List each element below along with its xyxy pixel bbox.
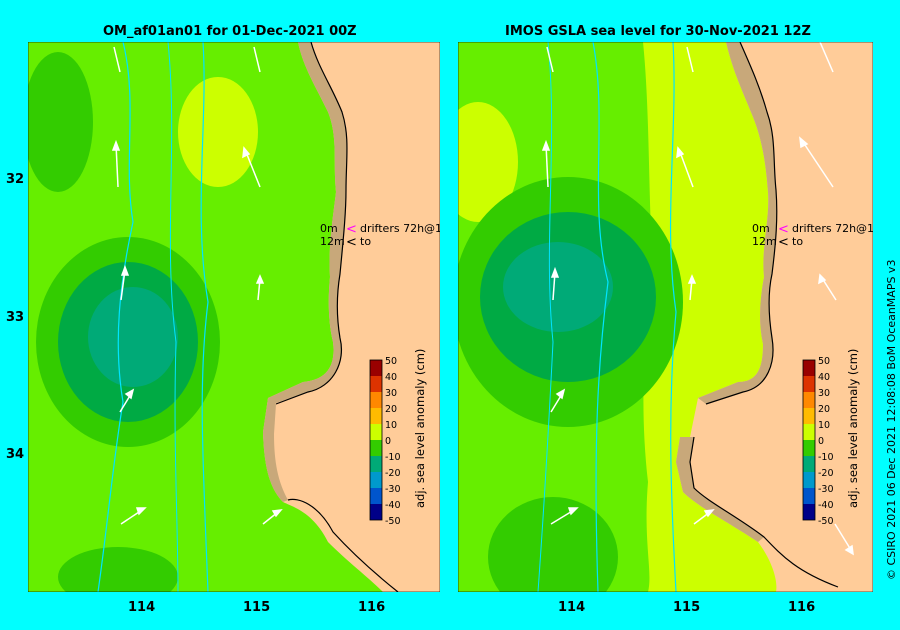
panel-title-right: IMOS GSLA sea level for 30-Nov-2021 12Z [505,24,811,39]
svg-text:-50: -50 [385,516,401,527]
coastline [275,42,399,592]
lon-tick-114-right: 114 [558,600,586,615]
lat-tick-34: 34 [6,447,25,462]
svg-text:<: < [778,235,789,250]
colorbar-left: 50 40 30 20 10 0 -10 -20 -30 -40 -50 adj… [369,349,427,527]
drifter-legend: 0m < drifters 72h@12h 12m < to [752,222,873,250]
colorbar-right: 50 40 30 20 10 0 -10 -20 -30 -40 -50 adj… [802,349,860,527]
copyright-text: © CSIRO 2021 06 Dec 2021 12:08:08 BoM Oc… [885,259,898,580]
lon-tick-115-right: 115 [673,600,701,615]
lon-tick-114-left: 114 [128,600,156,615]
legend-0m-text: drifters 72h@12h [360,222,440,235]
svg-text:10: 10 [385,420,397,431]
svg-text:50: 50 [385,356,397,367]
cold-eddy-core [88,287,178,387]
svg-text:-40: -40 [818,500,834,511]
svg-text:<: < [346,222,357,237]
shelf-strip [698,42,777,404]
coastline [689,42,839,588]
legend-12m: 12m [752,235,777,248]
map-left: 0m < drifters 72h@12h 12m < to 50 40 30 … [28,42,440,592]
svg-text:<: < [346,235,357,250]
svg-text:-10: -10 [385,452,401,463]
contour-line [592,42,609,592]
sla-high-region [178,77,258,187]
svg-text:30: 30 [385,388,397,399]
colorbar-label: adj. sea level anomaly (cm) [413,349,427,508]
legend-0m: 0m [752,222,770,235]
legend-0m: 0m [320,222,338,235]
legend-12m: 12m [320,235,345,248]
svg-text:<: < [778,222,789,237]
lat-tick-33: 33 [6,310,25,325]
svg-text:-20: -20 [385,468,401,479]
svg-text:-50: -50 [818,516,834,527]
lon-tick-115-left: 115 [243,600,271,615]
legend-12m-text: to [360,235,371,248]
svg-text:-10: -10 [818,452,834,463]
svg-text:0: 0 [385,436,391,447]
svg-text:20: 20 [818,404,830,415]
cold-eddy-core [503,242,613,332]
panel-title-left: OM_af01an01 for 01-Dec-2021 00Z [103,24,357,39]
svg-text:0: 0 [818,436,824,447]
contour-line [97,42,134,592]
colorbar-label: adj. sea level anomaly (cm) [846,349,860,508]
lon-tick-116-right: 116 [788,600,816,615]
legend-0m-text: drifters 72h@12h [792,222,873,235]
svg-text:10: 10 [818,420,830,431]
svg-text:20: 20 [385,404,397,415]
lon-tick-116-left: 116 [358,600,386,615]
svg-text:-20: -20 [818,468,834,479]
svg-text:40: 40 [818,372,830,383]
svg-text:50: 50 [818,356,830,367]
svg-text:-30: -30 [385,484,401,495]
svg-text:-30: -30 [818,484,834,495]
svg-text:-40: -40 [385,500,401,511]
lat-tick-32: 32 [6,172,25,187]
map-right: 0m < drifters 72h@12h 12m < to 50 40 30 … [458,42,873,592]
drifter-legend: 0m < drifters 72h@12h 12m < to [320,222,440,250]
svg-text:40: 40 [385,372,397,383]
legend-12m-text: to [792,235,803,248]
svg-text:30: 30 [818,388,830,399]
